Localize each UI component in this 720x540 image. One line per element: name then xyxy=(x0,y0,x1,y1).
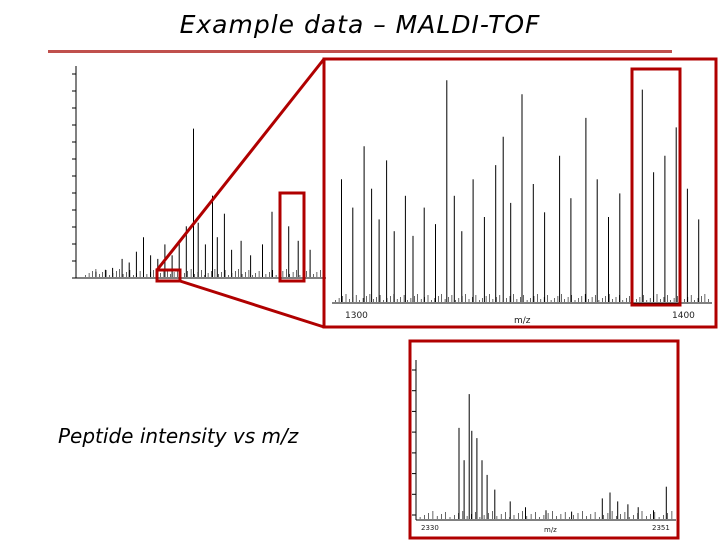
zoom1-peaks xyxy=(335,80,709,302)
full-spectrum-peaks xyxy=(85,128,321,277)
slide-title: Example data – MALDI-TOF xyxy=(179,10,541,39)
zoom1-connector-bottom xyxy=(179,279,325,329)
zoom2-peaks xyxy=(419,394,673,519)
zoom2-panel: 2330 m/z 2351 xyxy=(412,360,676,534)
zoom2-tick-right: 2351 xyxy=(652,524,670,532)
zoom2-source-box xyxy=(278,191,306,283)
zoom2-frame xyxy=(408,339,680,540)
zoom1-connector-top xyxy=(155,58,326,271)
zoom1-tick-right: 1400 xyxy=(672,311,695,321)
full-spectrum-y-ticks xyxy=(72,73,76,279)
zoom1-tick-left: 1300 xyxy=(345,311,368,321)
full-spectrum-panel xyxy=(72,66,326,279)
title-underline xyxy=(48,50,672,53)
zoom1-source-box xyxy=(155,268,182,283)
zoom1-xlabel: m/z xyxy=(514,316,531,326)
figure-caption: Peptide intensity vs m/z xyxy=(58,424,299,448)
zoom2-inner-box xyxy=(630,67,682,307)
zoom1-panel: 1300 m/z 1400 xyxy=(332,80,712,326)
zoom2-xlabel: m/z xyxy=(544,526,557,534)
zoom2-y-ticks xyxy=(412,369,416,516)
zoom-annotations xyxy=(155,57,718,540)
zoom2-tick-left: 2330 xyxy=(421,524,439,532)
zoom1-frame xyxy=(322,57,718,329)
